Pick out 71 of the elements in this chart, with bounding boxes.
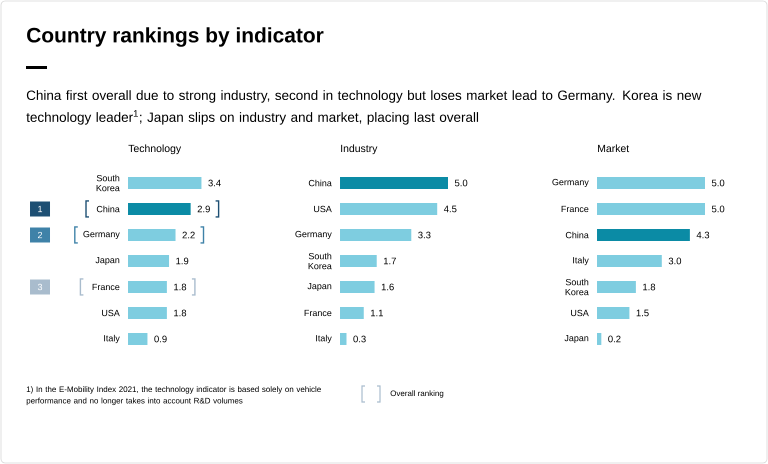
y-tick-label: China <box>308 180 332 186</box>
bar <box>597 254 662 267</box>
data-label: 5.0 <box>712 180 724 186</box>
bar <box>340 228 412 241</box>
data-label: 4.5 <box>444 206 456 212</box>
y-tick-label: Italy <box>104 334 120 344</box>
y-tick-label: Germany <box>295 230 332 240</box>
y-tick-label: USA <box>102 310 120 316</box>
data-label: 1.9 <box>176 258 188 264</box>
bar <box>340 306 364 319</box>
bar <box>128 280 167 293</box>
y-tick-label: South Korea <box>308 252 332 270</box>
data-label: 0.3 <box>353 336 366 342</box>
bar <box>128 176 202 189</box>
text: China first overall due to strong industry, second in technology but loses market lead to Germany. Korea is new technology leader$^{1}$; Japan slips on industry and market, placing last overall <box>26 90 702 125</box>
y-tick-label: Italy <box>573 256 589 266</box>
y-tick-label: Japan <box>564 334 588 343</box>
y-tick-label: France <box>304 310 332 316</box>
bar <box>128 228 176 241</box>
chart-title: Technology <box>128 144 182 154</box>
data-label: 1.8 <box>174 310 186 316</box>
y-tick-label: Germany <box>552 178 589 188</box>
y-tick-label: France <box>562 206 588 212</box>
y-tick-label: Germany <box>83 230 120 240</box>
data-label: 3.3 <box>418 232 431 238</box>
bar <box>340 202 438 215</box>
data-label: 4.3 <box>696 232 710 238</box>
text: 3 <box>38 284 42 290</box>
y-tick-label: Japan <box>96 256 120 265</box>
y-tick-label: South Korea <box>96 174 120 192</box>
bar <box>128 202 191 215</box>
bar <box>597 280 636 293</box>
y-tick-label: USA <box>314 206 332 212</box>
data-label: 1.1 <box>371 310 383 316</box>
bar <box>597 332 602 345</box>
y-tick-label: France <box>92 284 120 290</box>
bar <box>128 306 167 319</box>
y-tick-label: USA <box>571 310 589 316</box>
data-label: 3.4 <box>208 180 221 186</box>
y-tick-label: Japan <box>308 282 332 291</box>
y-tick-label: China <box>96 206 120 212</box>
data-label: 1.8 <box>643 284 656 290</box>
bar <box>128 332 148 345</box>
bar <box>340 280 375 293</box>
data-label: 2.9 <box>198 206 210 212</box>
chart-title: Market <box>598 144 630 152</box>
data-label: 3.0 <box>668 258 682 264</box>
y-tick-label: China <box>566 232 589 238</box>
text: 1 <box>38 206 42 212</box>
bar <box>597 176 705 189</box>
bar <box>340 254 377 267</box>
bar <box>597 202 705 215</box>
data-label: 5.0 <box>712 206 724 212</box>
bar <box>128 254 170 267</box>
text: 2 <box>38 232 42 238</box>
data-label: 1.8 <box>174 284 186 290</box>
data-label: 2.2 <box>182 232 195 238</box>
data-label: 1.7 <box>384 258 396 264</box>
y-tick-label: South Korea <box>566 278 589 296</box>
y-tick-label: Italy <box>316 334 332 344</box>
bar <box>597 306 630 319</box>
data-label: 0.2 <box>608 336 621 342</box>
chart-title: Industry <box>341 144 378 154</box>
bar <box>340 176 448 189</box>
data-label: 1.5 <box>636 310 649 316</box>
text: Country rankings by indicator <box>27 27 324 47</box>
data-label: 0.9 <box>154 336 167 342</box>
data-label: 1.6 <box>382 284 394 290</box>
bar <box>340 332 346 345</box>
data-label: 5.0 <box>454 180 468 186</box>
bar <box>597 228 690 241</box>
